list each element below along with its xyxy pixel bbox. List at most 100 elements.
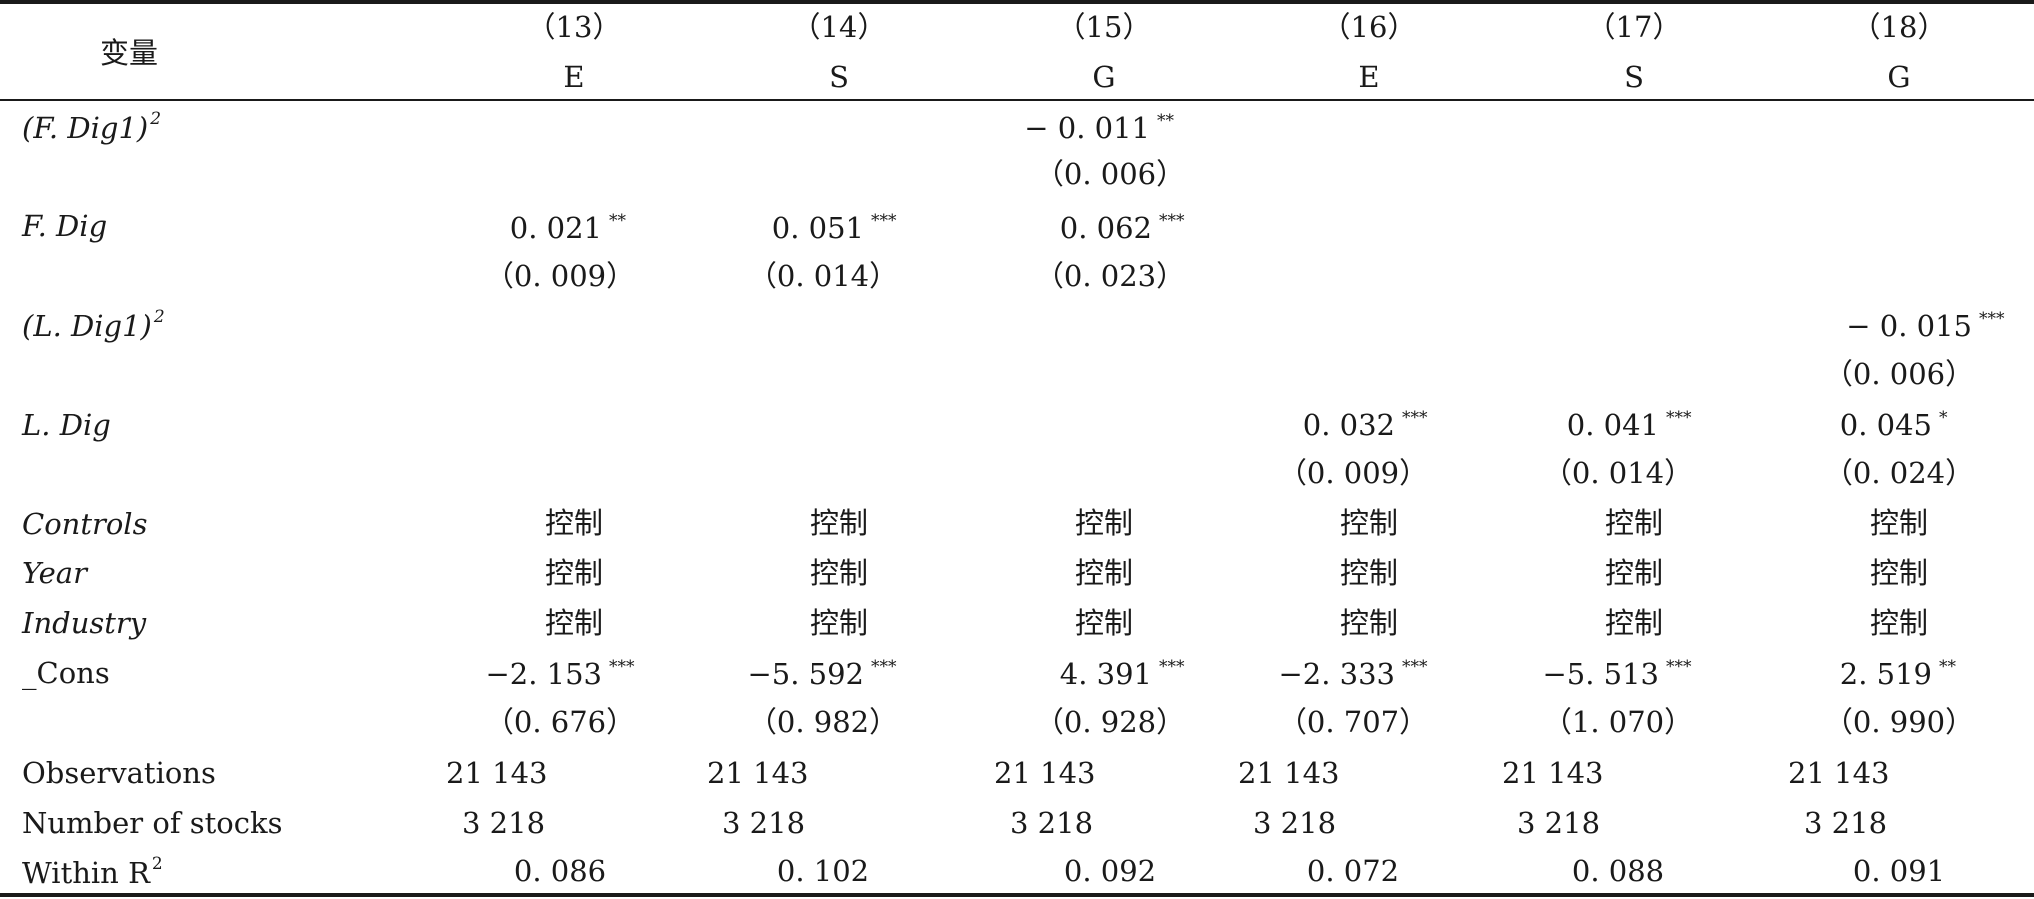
column-dimension: G <box>1887 60 1911 94</box>
standard-error: （0. 676） <box>484 705 636 739</box>
coefficient: 0. 051 <box>771 211 864 245</box>
coefficient: 0. 041 <box>1566 408 1659 442</box>
standard-error: （0. 928） <box>1034 705 1186 739</box>
stock-count: 3 218 <box>1517 806 1601 840</box>
row-label-superscript: 2 <box>151 854 163 875</box>
coefficient: 0. 062 <box>1059 211 1152 245</box>
column-number: （17） <box>1586 10 1682 44</box>
stock-count: 3 218 <box>462 806 546 840</box>
row-label-superscript: 2 <box>150 109 162 130</box>
coefficient: 0. 045 <box>1839 408 1932 442</box>
control-indicator: 控制 <box>1604 506 1664 540</box>
standard-error: （0. 023） <box>1034 259 1186 293</box>
r-squared-value: 0. 092 <box>1063 854 1157 888</box>
column-number: （16） <box>1321 10 1417 44</box>
control-indicator: 控制 <box>1074 606 1134 640</box>
column-number: （18） <box>1851 10 1947 44</box>
significance-stars: ** <box>1157 111 1174 131</box>
column-number: （14） <box>791 10 887 44</box>
significance-stars: * <box>1939 408 1948 428</box>
row-label: _Cons <box>22 656 110 690</box>
row-label-text: (F. Dig1) <box>22 111 149 145</box>
standard-error: （0. 990） <box>1823 705 1975 739</box>
coefficient: −2. 333 <box>1278 657 1395 691</box>
standard-error: （0. 006） <box>1034 157 1186 191</box>
control-indicator: 控制 <box>544 606 604 640</box>
significance-stars: *** <box>1666 657 1692 677</box>
header-variable-label: 变量 <box>100 36 159 70</box>
top-rule <box>0 0 2034 4</box>
observation-count: 21 143 <box>994 756 1096 790</box>
coefficient: 2. 519 <box>1839 657 1932 691</box>
row-label: Observations <box>22 756 216 790</box>
significance-stars: *** <box>1979 309 2005 329</box>
control-indicator: 控制 <box>1869 606 1929 640</box>
stock-count: 3 218 <box>722 806 806 840</box>
bottom-rule <box>0 893 2034 897</box>
coefficient: −5. 513 <box>1542 657 1659 691</box>
significance-stars: *** <box>871 657 897 677</box>
observation-count: 21 143 <box>707 756 809 790</box>
significance-stars: *** <box>1402 657 1428 677</box>
control-indicator: 控制 <box>809 506 869 540</box>
control-indicator: 控制 <box>544 506 604 540</box>
row-label: Year <box>22 556 87 590</box>
r-squared-value: 0. 086 <box>513 854 607 888</box>
coefficient: 4. 391 <box>1059 657 1152 691</box>
coefficient: 0. 021 <box>509 211 602 245</box>
column-number: （13） <box>526 10 622 44</box>
row-label: (L. Dig1) 2 <box>22 309 165 343</box>
standard-error: （0. 006） <box>1823 357 1975 391</box>
standard-error: （0. 009） <box>1277 456 1429 490</box>
coefficient: 0. 032 <box>1302 408 1395 442</box>
row-label-text: Within R <box>22 856 150 890</box>
row-label-text: (L. Dig1) <box>22 309 152 343</box>
coefficient: − 0. 011 <box>1024 111 1150 145</box>
control-indicator: 控制 <box>1339 506 1399 540</box>
control-indicator: 控制 <box>1869 556 1929 590</box>
control-indicator: 控制 <box>1339 606 1399 640</box>
column-dimension: E <box>1358 60 1380 94</box>
significance-stars: ** <box>609 211 626 231</box>
column-dimension: G <box>1092 60 1116 94</box>
observation-count: 21 143 <box>1502 756 1604 790</box>
significance-stars: *** <box>1666 408 1692 428</box>
r-squared-value: 0. 072 <box>1306 854 1400 888</box>
significance-stars: *** <box>1159 211 1185 231</box>
control-indicator: 控制 <box>809 556 869 590</box>
observation-count: 21 143 <box>1788 756 1890 790</box>
standard-error: （0. 024） <box>1823 456 1975 490</box>
row-label: Controls <box>22 507 148 541</box>
significance-stars: *** <box>609 657 635 677</box>
control-indicator: 控制 <box>544 556 604 590</box>
stock-count: 3 218 <box>1010 806 1094 840</box>
control-indicator: 控制 <box>1869 506 1929 540</box>
column-number: （15） <box>1056 10 1152 44</box>
control-indicator: 控制 <box>1604 556 1664 590</box>
column-dimension: S <box>1624 60 1644 94</box>
row-label: Number of stocks <box>22 806 283 840</box>
observation-count: 21 143 <box>1238 756 1340 790</box>
column-dimension: E <box>563 60 585 94</box>
row-label-superscript: 2 <box>153 307 165 328</box>
significance-stars: *** <box>871 211 897 231</box>
significance-stars: *** <box>1159 657 1185 677</box>
coefficient: −2. 153 <box>485 657 602 691</box>
row-label: F. Dig <box>22 209 108 243</box>
row-label: Industry <box>22 606 147 640</box>
standard-error: （0. 009） <box>484 259 636 293</box>
standard-error: （0. 014） <box>747 259 899 293</box>
row-label: (F. Dig1) 2 <box>22 111 161 145</box>
control-indicator: 控制 <box>1074 556 1134 590</box>
header-rule <box>0 99 2034 101</box>
significance-stars: *** <box>1402 408 1428 428</box>
r-squared-value: 0. 102 <box>776 854 870 888</box>
standard-error: （0. 707） <box>1277 705 1429 739</box>
control-indicator: 控制 <box>1339 556 1399 590</box>
coefficient: −5. 592 <box>747 657 864 691</box>
control-indicator: 控制 <box>1604 606 1664 640</box>
r-squared-value: 0. 088 <box>1571 854 1665 888</box>
standard-error: （0. 014） <box>1542 456 1694 490</box>
coefficient: − 0. 015 <box>1846 309 1972 343</box>
